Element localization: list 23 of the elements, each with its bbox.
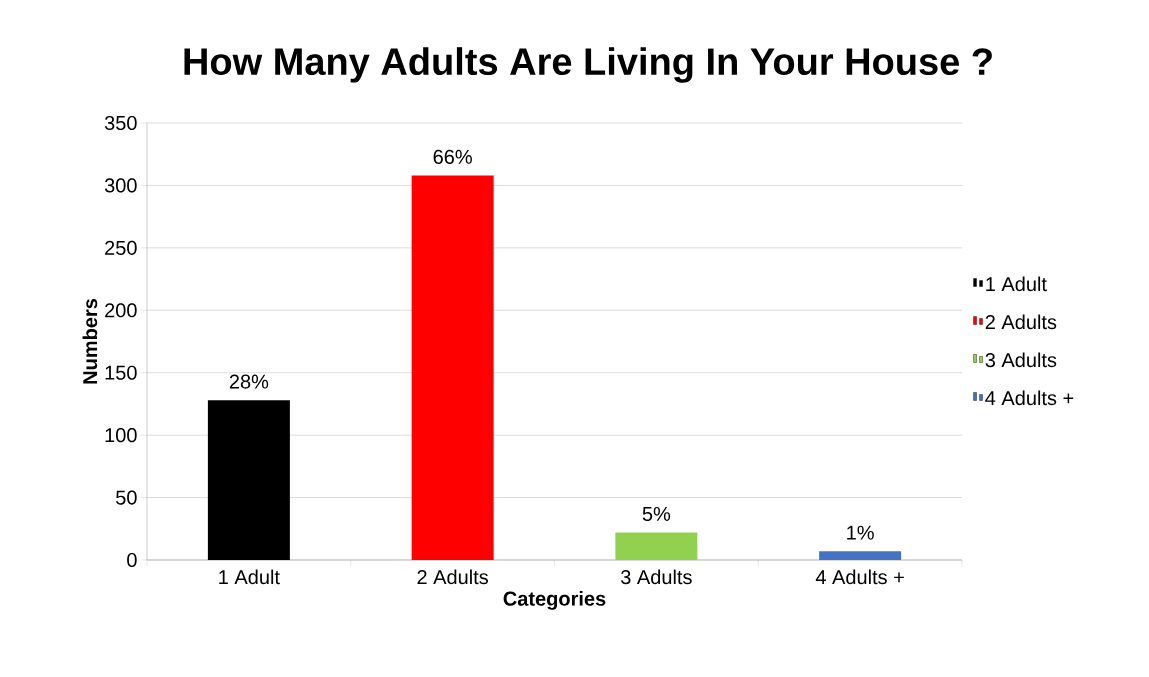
y-tick-label: 250 xyxy=(105,240,137,255)
x-tick-label: 1 Adult xyxy=(219,569,280,585)
annotation: 5% xyxy=(642,506,671,521)
y-tick-label: 350 xyxy=(104,115,137,131)
x-tick-label: 2 Adults xyxy=(417,569,488,585)
chart-title: How Many Adults Are Living In Your House ? xyxy=(184,47,992,83)
y-tick-label: 0 xyxy=(127,552,137,568)
annotation: 1% xyxy=(847,525,874,540)
legend-label: 2 Adults xyxy=(985,314,1057,330)
annotation: 66% xyxy=(433,149,472,164)
y-axis-title: Numbers xyxy=(82,298,98,384)
x-tick-label: 4 Adults + xyxy=(815,569,904,585)
legend-label: 3 Adults xyxy=(985,352,1057,368)
x-tick-label: 3 Adults xyxy=(621,569,692,585)
y-tick-label: 300 xyxy=(104,178,137,193)
legend-label: 4 Adults + xyxy=(985,390,1074,406)
y-tick-label: 150 xyxy=(105,365,137,380)
y-tick-label: 50 xyxy=(116,490,137,505)
y-tick-label: 200 xyxy=(105,303,137,318)
legend-label: 1 Adult xyxy=(986,276,1047,292)
annotation: 28% xyxy=(229,374,269,389)
y-tick-label: 100 xyxy=(105,428,137,443)
x-axis-title: Categories xyxy=(503,591,606,610)
